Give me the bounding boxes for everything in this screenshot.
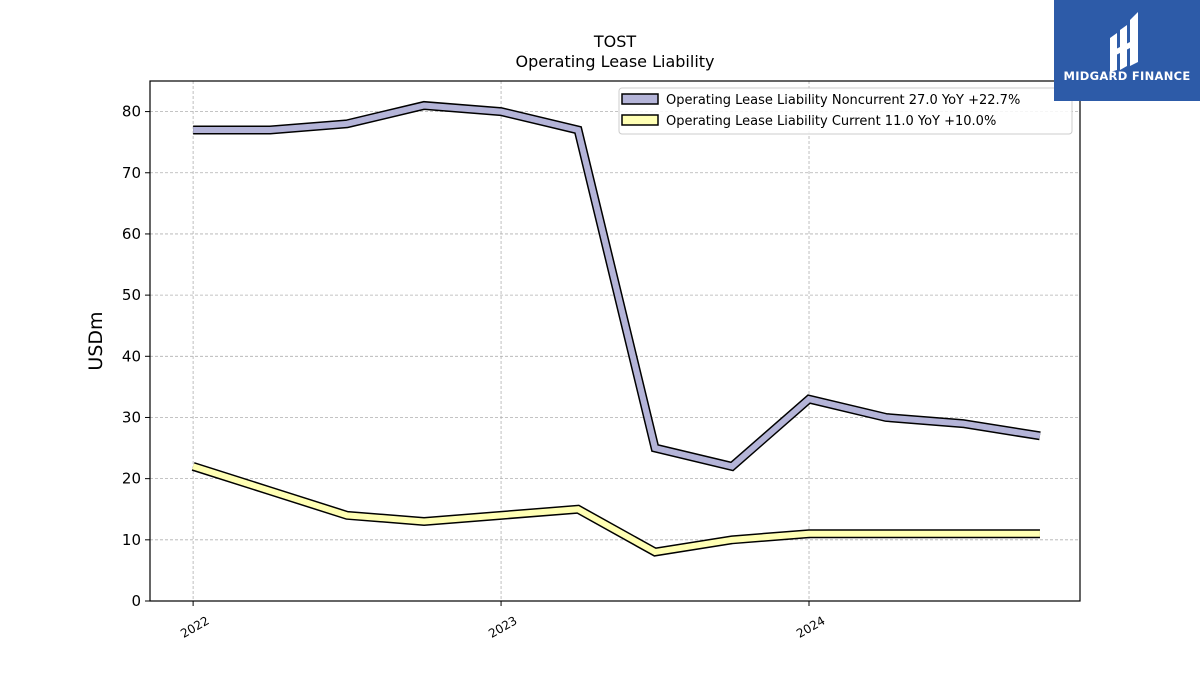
legend-swatch-2 xyxy=(621,114,659,126)
legend-swatch-1 xyxy=(621,93,659,105)
plot-frame xyxy=(149,80,1081,602)
y-tick-label: 10 xyxy=(122,531,141,549)
legend: Operating Lease Liability Noncurrent 27.… xyxy=(618,87,1073,135)
x-tick-label: 2023 xyxy=(486,613,519,640)
chart-subtitle: Operating Lease Liability xyxy=(515,52,715,71)
x-tick-label: 2022 xyxy=(178,613,211,640)
series-line-2 xyxy=(192,463,1040,556)
y-tick-label: 80 xyxy=(122,103,141,121)
x-tick-label: 2024 xyxy=(794,613,827,640)
y-tick-label: 40 xyxy=(122,347,141,365)
series-line-1 xyxy=(193,102,1041,470)
brand-logo: MIDGARD FINANCE xyxy=(1054,0,1200,101)
y-tick-label: 0 xyxy=(131,592,141,610)
y-tick-label: 20 xyxy=(122,470,141,488)
y-tick-label: 70 xyxy=(122,164,141,182)
y-tick-label: 30 xyxy=(122,408,141,426)
legend-box xyxy=(618,87,1073,135)
y-tick-label: 50 xyxy=(122,286,141,304)
y-tick-label: 60 xyxy=(122,225,141,243)
logo-text: MIDGARD FINANCE xyxy=(1063,69,1191,83)
chart-title: TOST xyxy=(593,32,637,51)
legend-label-1: Operating Lease Liability Noncurrent 27.… xyxy=(666,93,1020,108)
legend-label-2: Operating Lease Liability Current 11.0 Y… xyxy=(666,114,996,129)
y-axis-label: USDm xyxy=(85,311,107,370)
logo-mark-icon xyxy=(1110,12,1138,72)
